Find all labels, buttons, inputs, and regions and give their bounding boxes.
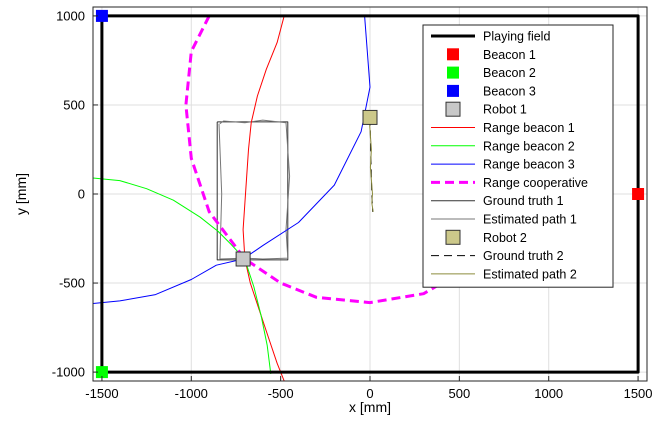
y-tick-label: 0	[78, 187, 85, 202]
estimated-path-2-line	[368, 117, 374, 212]
legend-item-range-cooperative: Range cooperative	[431, 176, 588, 190]
y-tick-label: 1000	[56, 8, 85, 23]
legend-item-robot-1: Robot 1	[445, 101, 527, 117]
legend-label: Estimated path 1	[483, 213, 577, 227]
legend-swatch	[445, 229, 461, 245]
legend-label: Range beacon 2	[483, 139, 575, 153]
x-tick-label: -1500	[85, 386, 118, 401]
legend: Playing field Beacon 1 Beacon 2 Beacon 3 Rob…	[422, 24, 614, 288]
legend-label: Ground truth 2	[483, 249, 564, 263]
x-tick-label: 500	[449, 386, 471, 401]
range-cooperative-line	[184, 15, 464, 305]
legend-item-estimated-path-1: Estimated path 1	[431, 213, 577, 227]
x-tick-label: 1500	[624, 386, 653, 401]
legend-swatch	[447, 48, 459, 61]
legend-label: Range cooperative	[483, 176, 588, 190]
legend-label: Range beacon 3	[483, 158, 575, 172]
x-tick-label: 1000	[534, 386, 563, 401]
legend-label: Playing field	[483, 30, 550, 44]
robot-1-marker	[235, 251, 251, 267]
beacon-1-marker	[632, 188, 645, 200]
y-tick-label: -500	[59, 276, 85, 291]
legend-label: Robot 1	[483, 103, 527, 117]
legend-item-range-beacon-3: Range beacon 3	[431, 158, 575, 172]
legend-swatch	[447, 84, 459, 97]
legend-label: Robot 2	[483, 231, 527, 245]
legend-swatch	[445, 101, 461, 117]
range-beacon-2-line	[93, 177, 272, 374]
legend-label: Beacon 1	[483, 48, 536, 62]
legend-item-range-beacon-1: Range beacon 1	[431, 121, 575, 135]
legend-label: Estimated path 2	[483, 267, 577, 281]
ground-truth-1-line	[216, 121, 289, 261]
legend-item-beacon-3: Beacon 3	[447, 84, 536, 98]
series	[93, 9, 645, 381]
range-beacon-1-line	[242, 15, 285, 381]
legend-item-playing-field: Playing field	[431, 30, 550, 44]
legend-label: Beacon 2	[483, 66, 536, 80]
x-tick-label: 0	[366, 386, 373, 401]
legend-box	[422, 24, 614, 288]
legend-label: Beacon 3	[483, 84, 536, 98]
beacon-2-marker	[95, 366, 108, 379]
legend-item-beacon-2: Beacon 2	[447, 66, 536, 80]
x-axis-label: x [mm]	[349, 399, 391, 415]
legend-item-beacon-1: Beacon 1	[447, 48, 536, 62]
legend-item-ground-truth-2: Ground truth 2	[431, 249, 564, 263]
robot-2-marker	[362, 109, 378, 125]
legend-item-estimated-path-2: Estimated path 2	[431, 267, 577, 281]
playing-field-line	[100, 14, 640, 374]
y-tick-label: -1000	[52, 365, 85, 380]
legend-item-range-beacon-2: Range beacon 2	[431, 139, 575, 153]
y-axis-label: y [mm]	[13, 173, 29, 215]
ticks: -1500 -1000 -500 0 500 1000 1500-1000-50005001…	[52, 8, 653, 401]
beacon-3-marker	[95, 9, 108, 22]
legend-item-ground-truth-1: Ground truth 1	[431, 194, 564, 208]
y-tick-label: 500	[63, 97, 85, 112]
legend-swatch	[447, 66, 459, 79]
legend-item-robot-2: Robot 2	[445, 229, 527, 245]
x-tick-label: -500	[268, 386, 294, 401]
legend-label: Range beacon 1	[483, 121, 575, 135]
x-tick-label: -1000	[175, 386, 208, 401]
legend-label: Ground truth 1	[483, 194, 564, 208]
estimated-path-1-line	[218, 119, 291, 260]
